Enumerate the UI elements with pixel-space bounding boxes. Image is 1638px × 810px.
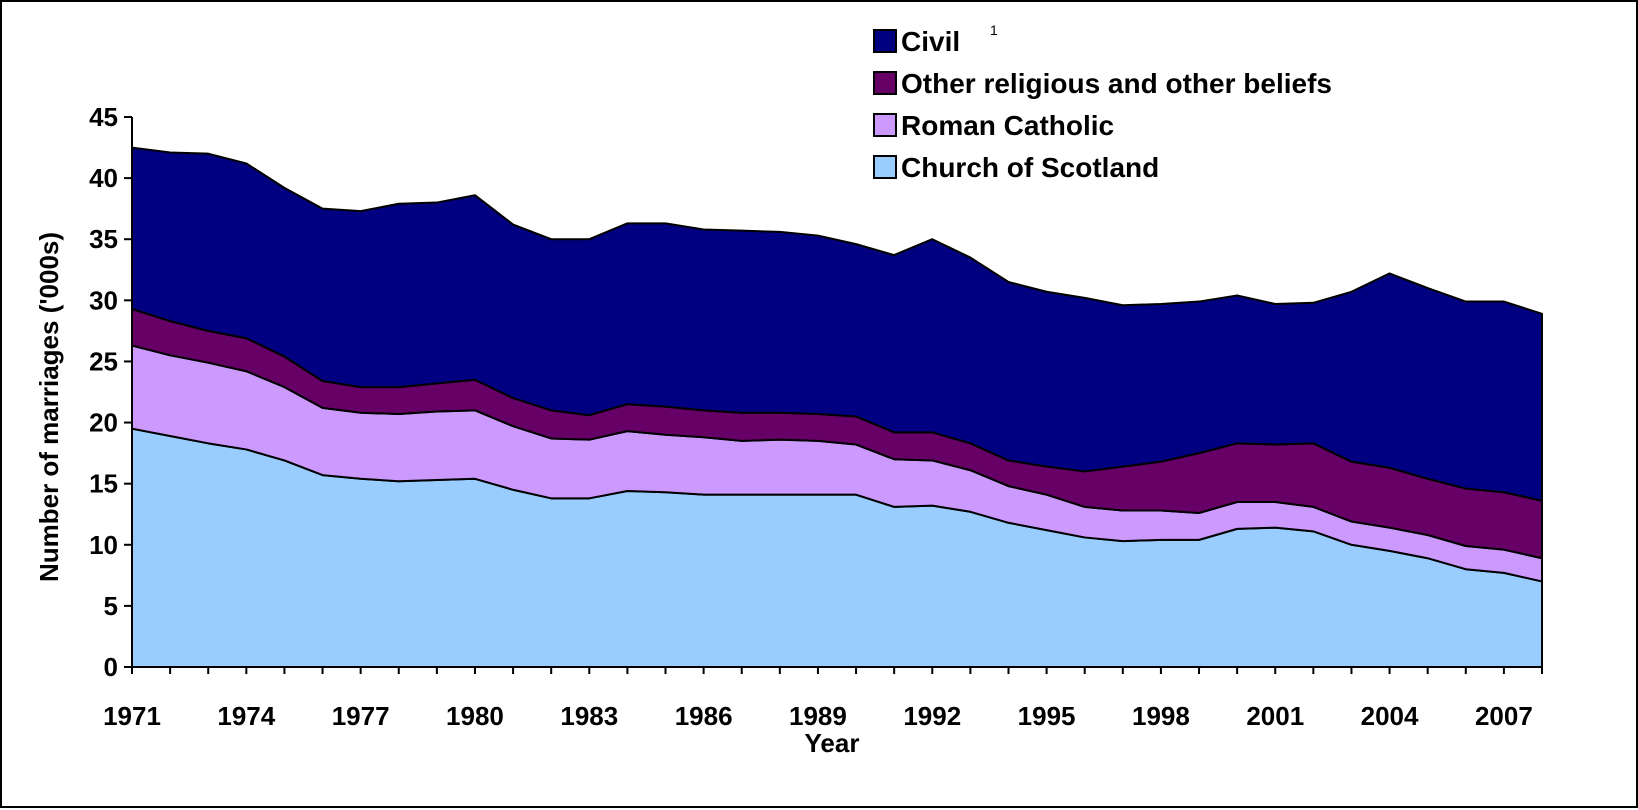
legend-label-church-of-scotland: Church of Scotland [901,152,1159,183]
x-tick-label: 1992 [903,701,961,731]
y-axis-ticks: 0 5 10 15 20 25 30 35 40 45 [89,102,132,682]
y-tick-label: 25 [89,346,118,376]
x-tick-label: 1983 [560,701,618,731]
legend: Civil 1 Other religious and other beliefs R… [873,22,1332,183]
x-axis-ticks: 1971 1974 1977 1980 1983 1986 1989 1992 1995 1998… [103,667,1543,731]
legend-swatch-church-of-scotland [873,155,897,179]
legend-footnote-marker: 1 [990,22,998,38]
x-axis-title: Year [805,728,860,758]
x-tick-label: 2001 [1246,701,1304,731]
legend-swatch-roman-catholic [873,113,897,137]
y-tick-label: 5 [104,591,118,621]
y-tick-label: 10 [89,530,118,560]
y-tick-label: 20 [89,408,118,438]
y-tick-label: 35 [89,224,118,254]
legend-label-civil: Civil [901,26,960,57]
y-tick-label: 30 [89,285,118,315]
x-tick-label: 1980 [446,701,504,731]
y-tick-label: 40 [89,163,118,193]
y-tick-label: 15 [89,469,118,499]
x-tick-label: 1995 [1018,701,1076,731]
area-civil [131,146,1543,502]
legend-swatch-other-religious-and-other-beliefs [873,71,897,95]
legend-label-other-religious-and-other-beliefs: Other religious and other beliefs [901,68,1332,99]
x-tick-label: 1977 [332,701,390,731]
x-tick-label: 1986 [675,701,733,731]
x-tick-label: 1998 [1132,701,1190,731]
legend-label-roman-catholic: Roman Catholic [901,110,1114,141]
x-tick-label: 2004 [1361,701,1419,731]
legend-swatch-civil [873,29,897,53]
x-tick-label: 1989 [789,701,847,731]
y-axis-title: Number of marriages ('000s) [34,232,64,582]
area-series-group [131,146,1543,668]
axes-group [131,117,1542,668]
x-tick-label: 2007 [1475,701,1533,731]
y-tick-label: 45 [89,102,118,132]
y-tick-label: 0 [104,652,118,682]
x-tick-label: 1971 [103,701,161,731]
x-tick-label: 1974 [217,701,275,731]
